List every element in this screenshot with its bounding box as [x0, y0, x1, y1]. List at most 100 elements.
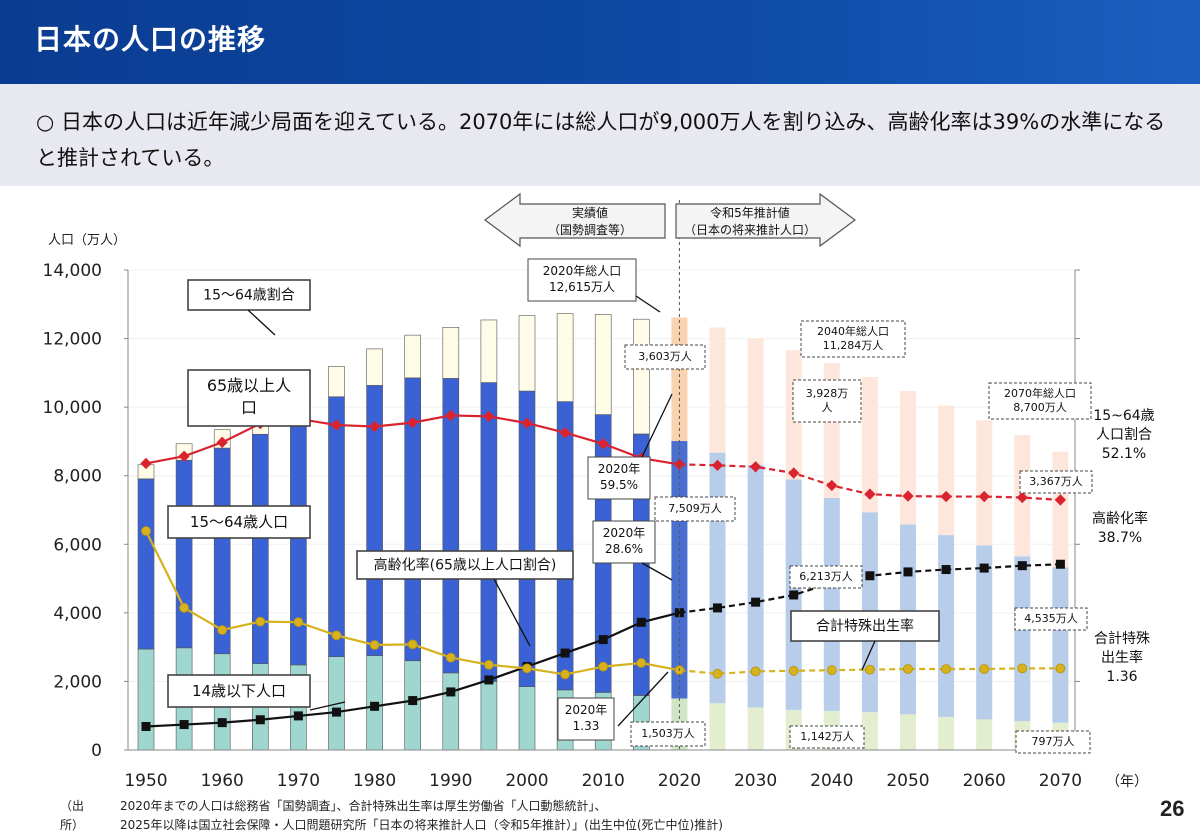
aging-rate-point [903, 567, 913, 577]
x-tick-label: 2020 [658, 771, 701, 790]
note-wa-2070: 4,535万人 [1014, 607, 1088, 631]
aging-rate-point [370, 701, 380, 711]
bar-working-age [442, 378, 460, 674]
page-title: 日本の人口の推移 [34, 23, 267, 56]
bar-elderly [518, 315, 536, 392]
aging-rate-point [789, 590, 799, 600]
label-child-box [167, 674, 311, 708]
fertility-rate-point [826, 665, 837, 676]
aging-rate-point [560, 648, 570, 658]
bar-child [442, 672, 460, 751]
aging-rate-point [255, 715, 265, 725]
source-label: （出所） [60, 799, 85, 832]
note-wa-share-2020-text: 59.5% [600, 478, 638, 492]
note-aging-2020-box [592, 520, 656, 564]
aging-rate-point [979, 563, 989, 573]
fertility-rate-point [903, 664, 913, 674]
working-age-share-point [445, 409, 457, 422]
end-label-aging-line: 高齢化率 [1092, 510, 1148, 527]
note-child-2020: 1,503万人 [630, 721, 706, 747]
population-chart: 0 2,000 4,000 6,000 8,000 10,000 12,000 14,000 人… [43, 192, 1155, 790]
note-total-2040-text: 11,284万人 [823, 339, 884, 352]
x-tick-label: 2050 [886, 771, 929, 790]
source-line-1: 2020年までの人口は総務省「国勢調査」、合計特殊出生率は厚生労働省「人口動態統… [120, 799, 607, 813]
bar-child [747, 707, 764, 750]
x-tick-label: 2060 [963, 771, 1006, 790]
aging-rate-point [941, 565, 951, 575]
bar-working-age [671, 441, 688, 699]
note-tfr-2020-text: 1.33 [573, 719, 600, 733]
bar-working-age [328, 396, 345, 657]
header-bar: 日本の人口の推移 [0, 0, 1200, 84]
end-label-aging: 高齢化率 38.7% [1092, 510, 1148, 546]
note-tfr-2020-text: 2020年 [565, 703, 608, 717]
fertility-rate-point [788, 665, 799, 676]
note-wa-share-2020-box [587, 456, 651, 500]
x-tick-label: 2040 [810, 771, 853, 790]
note-wa-2020-text: 7,509万人 [668, 502, 722, 515]
fertility-rate-point [598, 661, 609, 672]
note-wa-2040-text: 6,213万人 [799, 570, 853, 583]
fertility-rate-point [141, 526, 151, 536]
bar-working-age [175, 459, 193, 649]
working-age-share-point [978, 490, 990, 503]
fertility-rate-point [865, 664, 875, 675]
leader-aging [493, 578, 531, 647]
bar-working-age [518, 390, 536, 687]
fertility-rate-point [1055, 663, 1066, 674]
note-child-2040-text: 1,142万人 [800, 730, 854, 743]
end-label-working-age-share-line: 52.1% [1102, 446, 1146, 462]
bar-child [861, 712, 878, 750]
bar-elderly [976, 420, 993, 546]
working-age-share-point [559, 427, 571, 439]
summary-bullet: ○ [36, 110, 55, 134]
x-tick-label: 1990 [429, 771, 472, 790]
working-age-share-point [483, 410, 495, 423]
page-number: 26 [1160, 796, 1185, 821]
fertility-rate-point [369, 640, 380, 650]
projection-arrow [675, 192, 857, 248]
label-aging-rate: 高齢化率(65歳以上人口割合) [356, 550, 574, 580]
bar-working-age [213, 447, 231, 655]
note-aging-2020-text: 2020年 [603, 526, 646, 540]
label-elderly-text: 65歳以上人 [207, 376, 291, 395]
note-aging-2020-text: 28.6% [605, 542, 643, 556]
label-elderly: 65歳以上人口 [187, 369, 311, 427]
note-total-2070-text: 8,700万人 [1013, 401, 1067, 414]
bar-working-age [556, 401, 574, 691]
bar-elderly [861, 376, 878, 513]
label-working-age-share-text: 15〜64歳割合 [203, 287, 295, 304]
bar-working-age [480, 382, 498, 682]
projection-arrow-label-line: （日本の将来推計人口） [684, 222, 816, 237]
working-age-share-point [788, 467, 800, 479]
bar-child [137, 648, 155, 751]
bar-elderly [709, 327, 726, 453]
bar-working-age [137, 478, 155, 650]
note-child-2020-box [630, 721, 706, 747]
note-child-2070: 797万人 [1015, 730, 1091, 754]
note-wa-2040: 6,213万人 [789, 565, 863, 589]
fertility-rate-point [445, 652, 456, 663]
bar-child [976, 719, 993, 750]
y-tick-label: 10,000 [43, 398, 102, 418]
fertility-rate-point [331, 630, 342, 641]
bar-elderly [938, 405, 955, 536]
note-elderly-2040-text: 3,928万 [806, 387, 849, 400]
note-elderly-2070-box [1019, 470, 1093, 494]
x-tick-label: 1960 [201, 771, 244, 790]
aging-rate-point [332, 707, 341, 717]
note-total-2070-text: 2070年総人口 [1004, 386, 1076, 400]
projection-arrow-label-line: 令和5年推計値 [710, 205, 790, 220]
bar-child [709, 703, 726, 750]
note-wa-share-2020: 2020年 59.5% [587, 456, 651, 500]
working-age-share-point [902, 490, 914, 502]
y-axis-label: 人口（万人） [48, 233, 126, 248]
note-child-2070-box [1015, 730, 1091, 754]
bar-working-age [823, 497, 840, 711]
label-fertility-text: 合計特殊出生率 [816, 618, 914, 635]
bar-elderly [747, 338, 764, 465]
label-working-age-share: 15〜64歳割合 [187, 279, 311, 311]
